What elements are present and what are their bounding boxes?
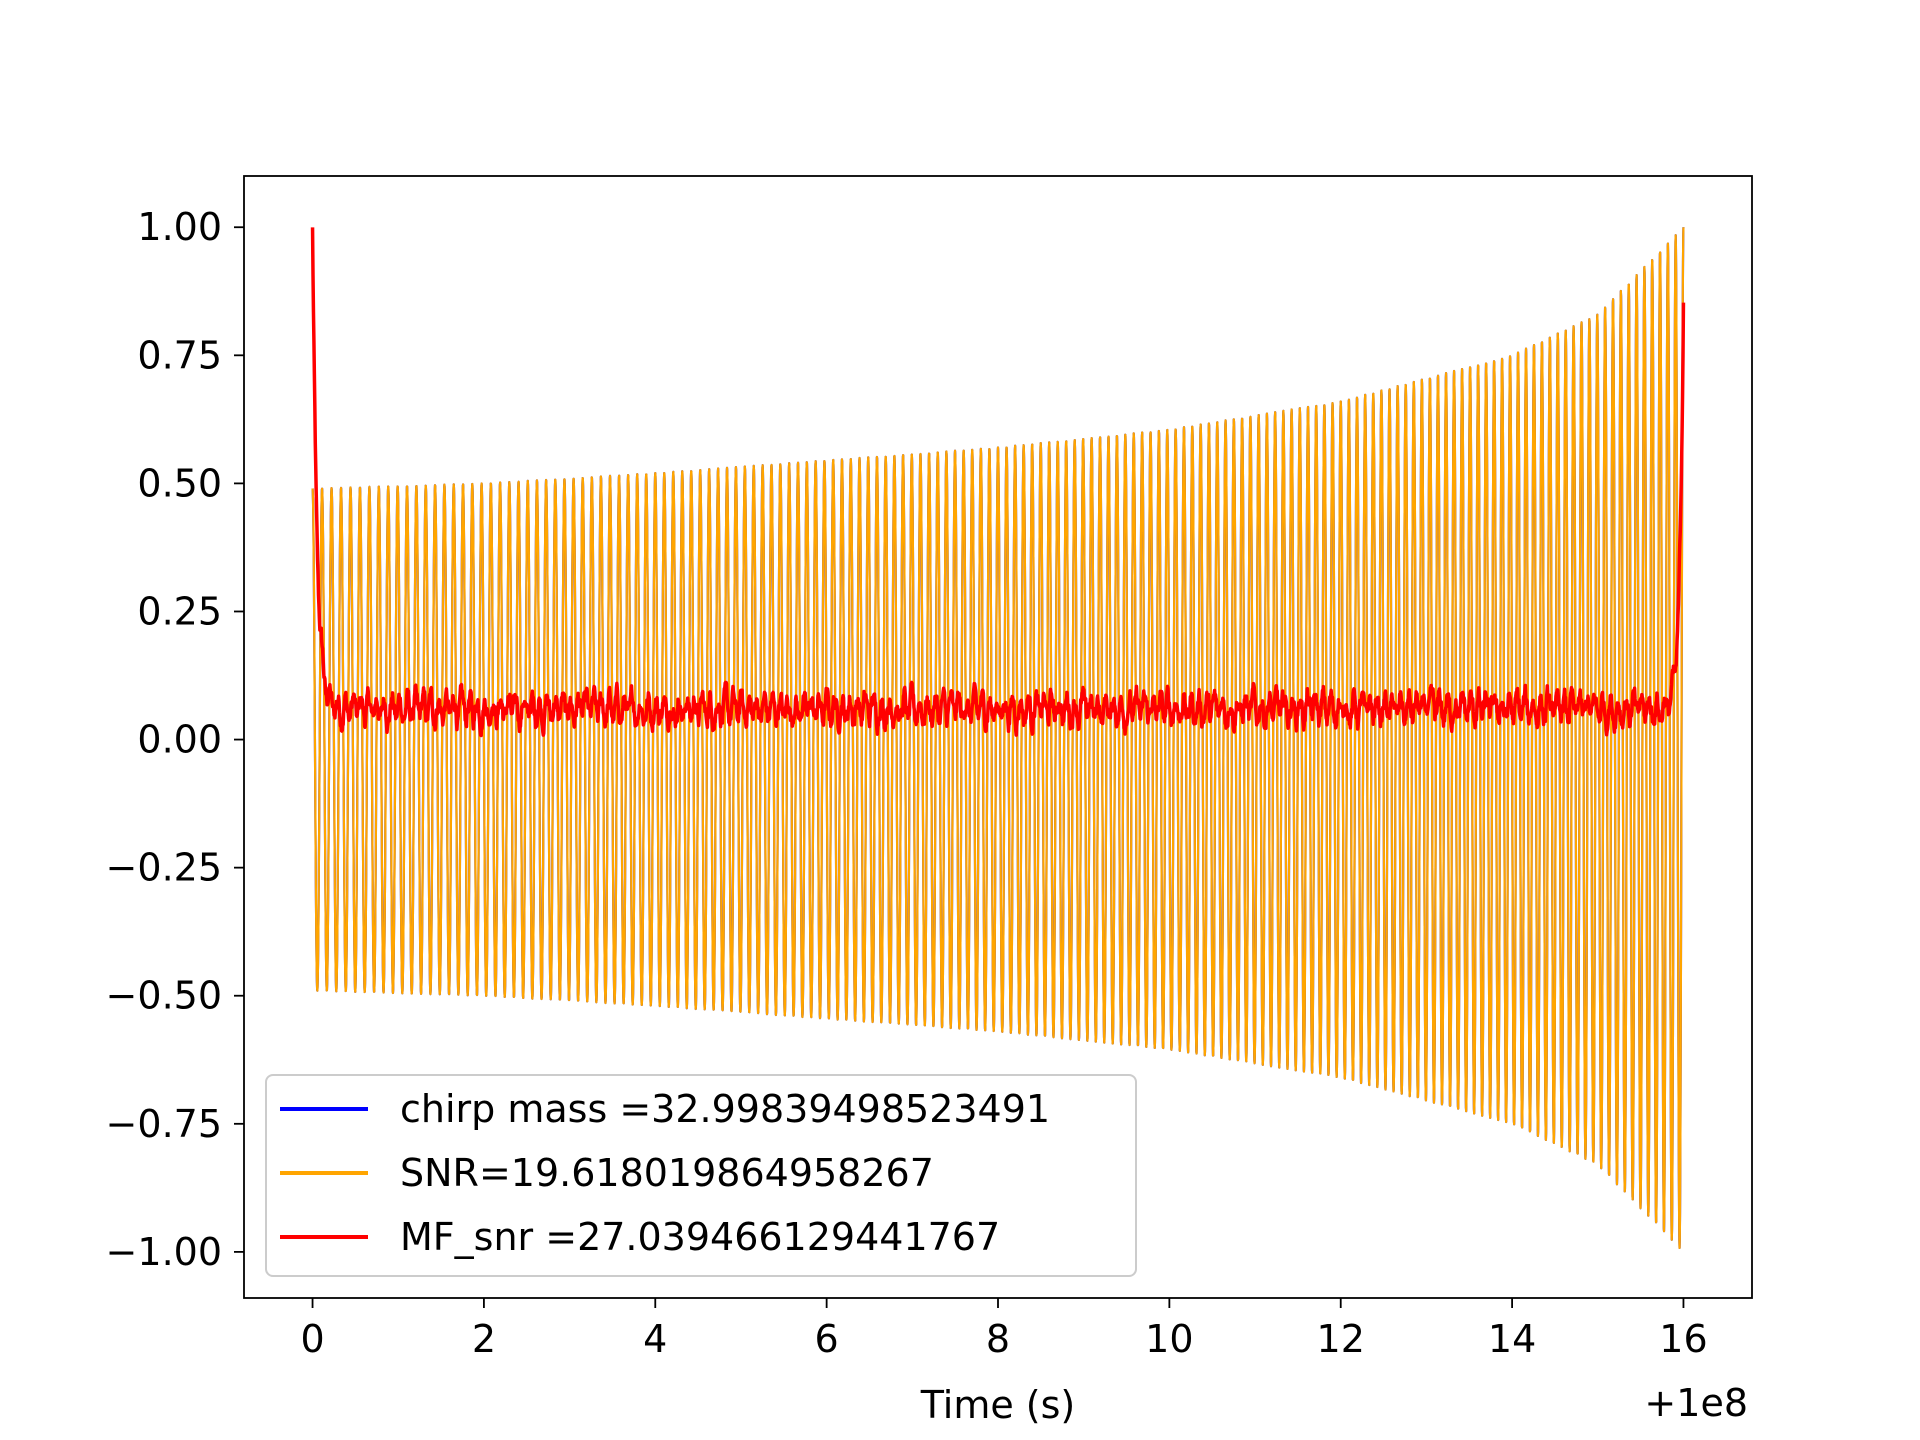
y-tick-label: −0.50 [106,974,222,1018]
x-tick-label: 2 [472,1317,496,1361]
y-tick-label: −0.75 [106,1102,222,1146]
legend-label-1: SNR=19.618019864958267 [400,1151,934,1195]
y-tick-label: 0.00 [137,718,222,762]
x-axis-offset-label: +1e8 [1644,1381,1748,1425]
legend-label-2: MF_snr =27.039466129441767 [400,1215,1000,1259]
x-tick-label: 4 [643,1317,667,1361]
legend-box [265,1074,1137,1277]
legend-label-0: chirp mass =32.99839498523491 [400,1087,1050,1131]
x-axis: 0 2 4 6 8 10 12 14 16 [300,1298,1708,1361]
y-axis: 1.00 0.75 0.50 0.25 0.00 −0.25 −0.50 −0.75 −1.00 [106,205,244,1274]
y-tick-label: 1.00 [137,205,222,249]
y-tick-label: 0.50 [137,461,222,505]
series-line-1 [311,227,1685,1250]
x-tick-label: 6 [815,1317,839,1361]
x-tick-label: 8 [986,1317,1010,1361]
x-tick-label: 12 [1317,1317,1365,1361]
x-tick-label: 0 [300,1317,324,1361]
y-tick-label: −0.25 [106,846,222,890]
x-axis-label: Time (s) [920,1383,1076,1427]
y-tick-label: −1.00 [106,1230,222,1274]
y-tick-label: 0.75 [137,333,222,377]
legend: chirp mass =32.99839498523491 SNR=19.6180… [265,1074,1137,1277]
x-tick-label: 16 [1659,1317,1707,1361]
plot-area [310,227,1686,1250]
series-line-2 [310,227,1686,738]
y-tick-label: 0.25 [137,589,222,633]
x-tick-label: 14 [1488,1317,1536,1361]
x-tick-label: 10 [1145,1317,1193,1361]
